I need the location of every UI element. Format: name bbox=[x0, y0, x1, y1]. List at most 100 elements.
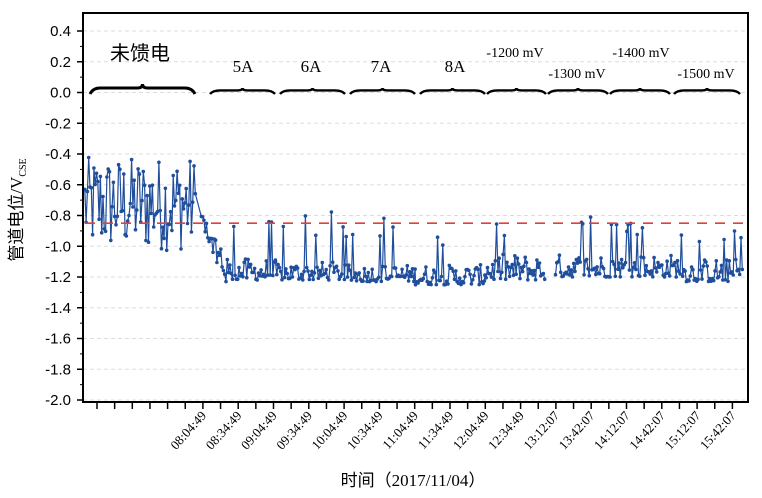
x-tick-label: 11:34:49 bbox=[415, 408, 457, 452]
data-point bbox=[536, 265, 540, 270]
data-point bbox=[233, 273, 237, 278]
x-axis: 08:04:4908:34:4909:04:4909:34:4910:04:49… bbox=[96, 402, 739, 453]
data-point bbox=[265, 273, 270, 277]
y-tick-label: -0.4 bbox=[45, 146, 71, 163]
data-point bbox=[252, 266, 257, 271]
annotations: 未馈电 5A 6A 7A 8A -1200 mV -1300 mV -1400 mV -1500… bbox=[88, 42, 741, 95]
data-point bbox=[315, 265, 319, 270]
data-point bbox=[587, 273, 592, 278]
data-point bbox=[237, 265, 241, 270]
data-point bbox=[282, 275, 287, 280]
data-point bbox=[623, 260, 628, 265]
x-tick-label: 11:04:49 bbox=[379, 408, 421, 452]
data-point bbox=[92, 166, 96, 170]
data-point bbox=[256, 271, 261, 275]
data-point bbox=[478, 263, 483, 267]
data-point bbox=[128, 201, 133, 206]
data-point bbox=[632, 261, 637, 265]
data-point bbox=[467, 268, 471, 273]
data-point bbox=[557, 253, 562, 257]
y-axis-label: 管道电位/VCSE bbox=[7, 158, 29, 261]
data-point bbox=[366, 270, 371, 275]
data-point bbox=[97, 217, 101, 221]
data-point bbox=[421, 276, 426, 281]
data-point bbox=[96, 179, 100, 184]
data-point bbox=[235, 277, 240, 282]
brace-icon bbox=[349, 87, 416, 95]
data-point bbox=[120, 208, 125, 213]
data-point bbox=[271, 273, 275, 278]
data-point bbox=[349, 278, 354, 282]
y-tick-label: 0.4 bbox=[50, 23, 71, 40]
data-point bbox=[500, 270, 504, 275]
data-point bbox=[185, 221, 190, 226]
data-point bbox=[644, 263, 649, 268]
data-point bbox=[239, 271, 244, 276]
data-point bbox=[140, 198, 144, 203]
data-point bbox=[581, 222, 585, 226]
data-point bbox=[245, 275, 249, 280]
y-axis-label-sub: CSE bbox=[18, 158, 29, 176]
data-point bbox=[275, 272, 279, 277]
data-point bbox=[612, 262, 616, 267]
brace-icon bbox=[419, 87, 486, 95]
data-point bbox=[531, 273, 535, 277]
data-point bbox=[204, 221, 209, 226]
data-point bbox=[94, 171, 99, 176]
data-point bbox=[577, 256, 581, 260]
x-tick-label: 14:42:07 bbox=[626, 408, 668, 453]
data-point bbox=[740, 267, 745, 272]
data-point bbox=[566, 265, 571, 269]
data-point bbox=[327, 278, 331, 282]
data-point bbox=[556, 260, 560, 264]
data-point bbox=[230, 277, 235, 282]
data-point bbox=[675, 258, 680, 263]
data-point bbox=[332, 270, 336, 275]
data-point bbox=[654, 270, 659, 274]
data-point bbox=[413, 267, 417, 271]
data-point bbox=[470, 278, 475, 282]
data-point bbox=[122, 172, 126, 176]
data-point bbox=[730, 270, 734, 274]
data-point bbox=[616, 267, 620, 272]
data-series bbox=[83, 155, 745, 287]
data-point bbox=[717, 275, 721, 279]
data-point bbox=[689, 265, 694, 269]
data-point bbox=[631, 265, 636, 270]
data-point bbox=[532, 268, 537, 273]
segment-label: -1300 mV bbox=[548, 67, 605, 82]
data-point bbox=[161, 225, 165, 229]
data-point bbox=[643, 273, 647, 278]
data-point bbox=[110, 204, 114, 209]
data-point bbox=[142, 183, 147, 187]
x-tick-label: 10:34:49 bbox=[344, 408, 386, 452]
data-point bbox=[582, 273, 586, 277]
data-point bbox=[652, 255, 656, 260]
data-point bbox=[700, 277, 704, 281]
data-point bbox=[739, 235, 743, 240]
data-point bbox=[476, 267, 480, 272]
data-point bbox=[698, 268, 703, 272]
data-point bbox=[118, 167, 122, 171]
data-point bbox=[430, 276, 435, 280]
series-line bbox=[84, 157, 546, 287]
y-axis-label-main: 管道电位/V bbox=[7, 176, 26, 262]
data-point bbox=[634, 267, 638, 272]
data-point bbox=[662, 275, 667, 279]
data-point bbox=[477, 282, 482, 287]
data-point bbox=[264, 259, 269, 263]
data-point bbox=[225, 257, 230, 262]
data-point bbox=[640, 226, 645, 230]
data-point bbox=[721, 278, 725, 282]
data-point bbox=[211, 250, 215, 255]
y-tick-label: -2.0 bbox=[45, 392, 71, 409]
data-point bbox=[99, 231, 104, 235]
data-point bbox=[281, 224, 286, 229]
data-point bbox=[146, 240, 151, 244]
data-point bbox=[258, 274, 262, 278]
data-point bbox=[163, 186, 168, 191]
data-point bbox=[184, 186, 188, 191]
data-point bbox=[345, 275, 350, 279]
data-point bbox=[507, 274, 512, 279]
x-tick-label: 14:12:07 bbox=[591, 408, 633, 453]
